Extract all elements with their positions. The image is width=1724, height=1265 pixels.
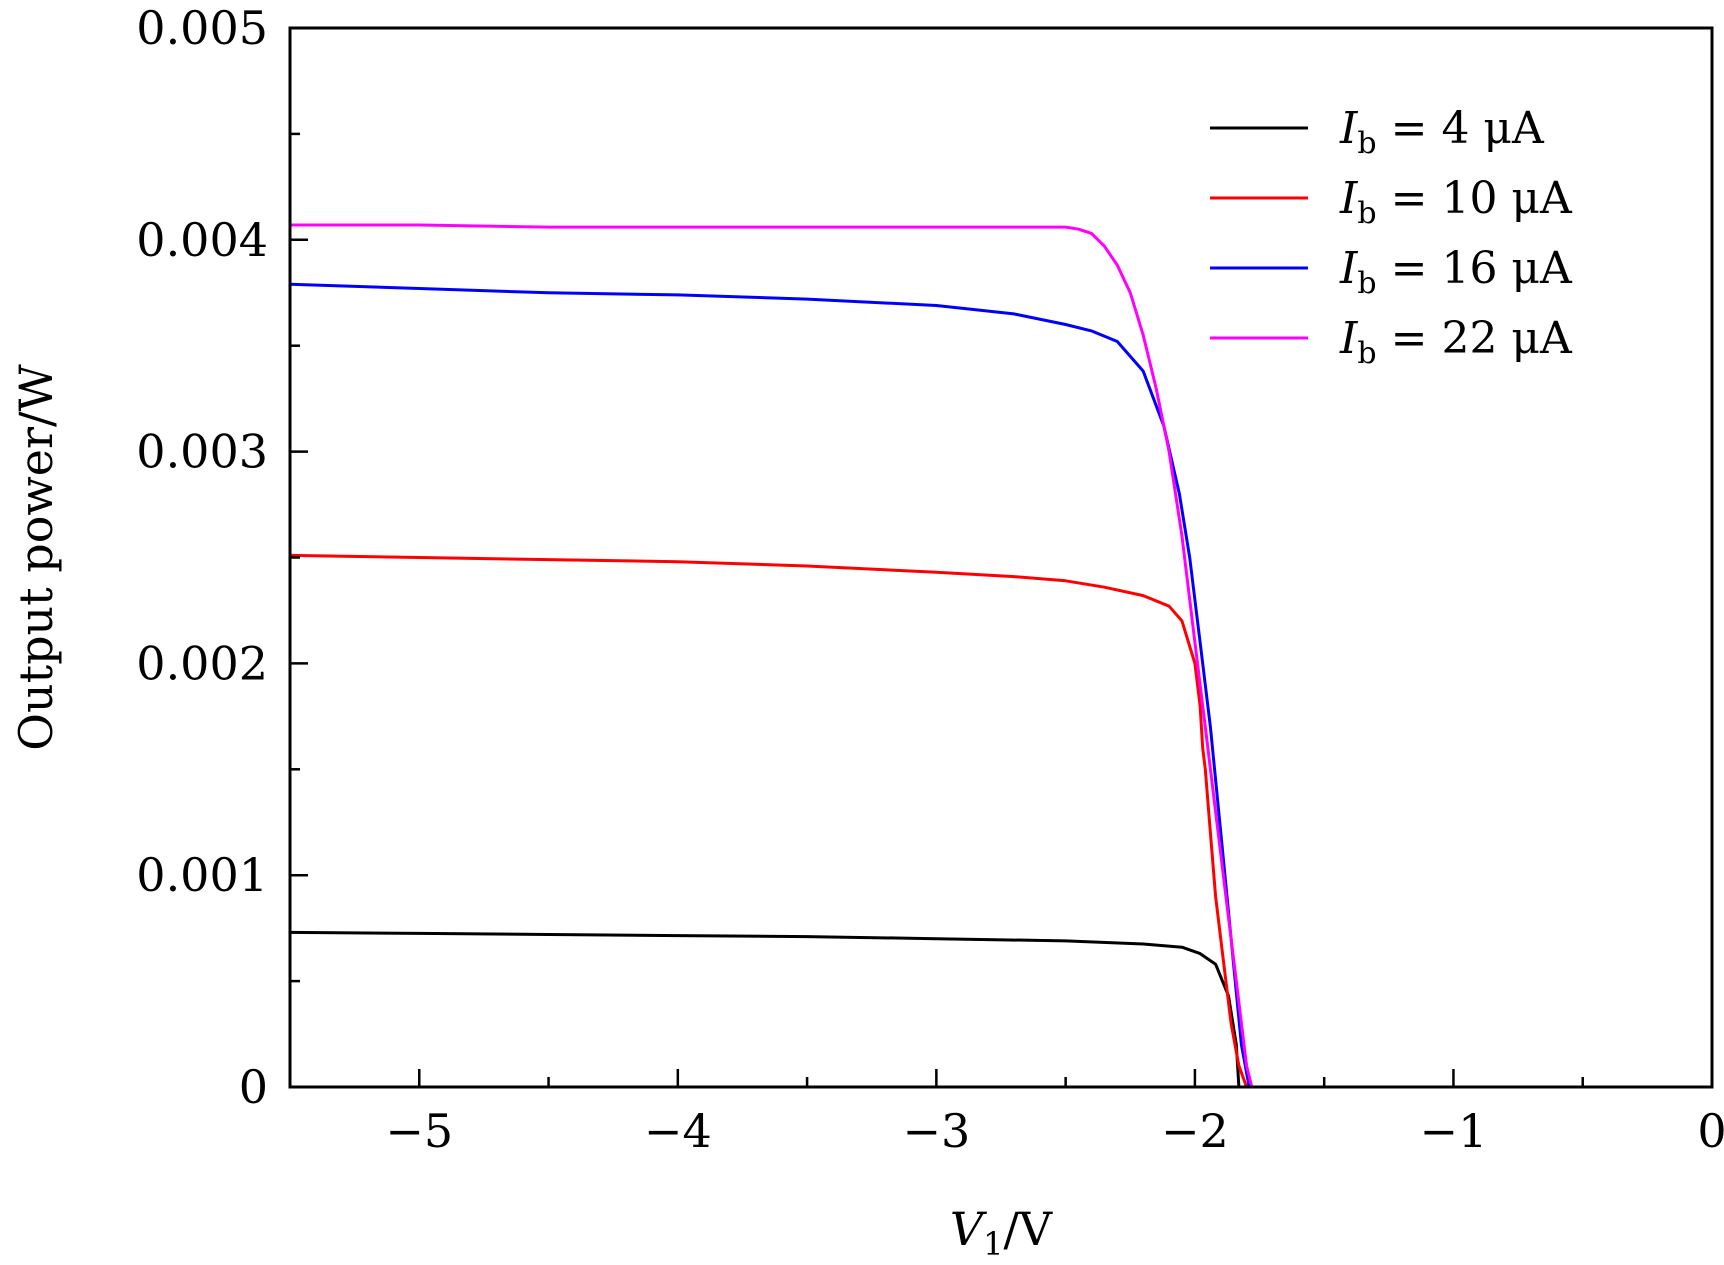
legend-subscript: b (1357, 196, 1376, 231)
series-line-2 (290, 553, 1249, 1087)
y-tick-label: 0.004 (136, 213, 268, 267)
series-line-3 (290, 282, 1251, 1087)
x-tick-label: −3 (902, 1104, 970, 1158)
legend-value: = 4 μA (1377, 103, 1545, 154)
legend-symbol: I (1339, 103, 1359, 154)
x-axis-var: V (950, 1202, 988, 1256)
legend-value: = 16 μA (1377, 243, 1573, 294)
y-tick-label: 0.003 (136, 425, 268, 479)
axis-tick-labels: −5 −4 −3 −2 −1 0 0 0.001 0.002 0.003 0.004 0.005 (136, 1, 1724, 1158)
legend-subscript: b (1357, 266, 1376, 301)
legend-value: = 22 μA (1377, 313, 1573, 364)
legend-value: = 10 μA (1377, 173, 1573, 224)
legend-label-3: Ib = 16 μA (1339, 243, 1573, 301)
x-tick-label: 0 (1697, 1104, 1724, 1158)
legend-label-2: Ib = 10 μA (1339, 173, 1573, 231)
legend-symbol: I (1339, 313, 1359, 364)
series-line-4 (290, 223, 1254, 1087)
y-tick-label: 0.002 (136, 636, 268, 690)
x-tick-label: −2 (1161, 1104, 1229, 1158)
plot-area (290, 223, 1254, 1087)
legend-symbol: I (1339, 243, 1359, 294)
x-axis-unit: /V (1003, 1202, 1052, 1256)
y-axis-label: Output power/W (9, 364, 63, 751)
y-tick-label: 0.001 (136, 848, 268, 902)
legend-subscript: b (1357, 126, 1376, 161)
series-line-1 (290, 930, 1241, 1087)
x-axis-sub: 1 (983, 1225, 1003, 1263)
x-tick-label: −4 (644, 1104, 712, 1158)
legend-subscript: b (1357, 336, 1376, 371)
legend-label-4: Ib = 22 μA (1339, 313, 1573, 371)
x-tick-label: −1 (1420, 1104, 1488, 1158)
x-axis-label: V1/V (950, 1202, 1053, 1263)
legend-label-1: Ib = 4 μA (1339, 103, 1545, 161)
x-tick-label: −5 (385, 1104, 453, 1158)
legend-symbol: I (1339, 173, 1359, 224)
y-tick-label: 0 (239, 1060, 268, 1114)
plot-frame (288, 26, 1714, 1089)
y-tick-label: 0.005 (136, 1, 268, 55)
